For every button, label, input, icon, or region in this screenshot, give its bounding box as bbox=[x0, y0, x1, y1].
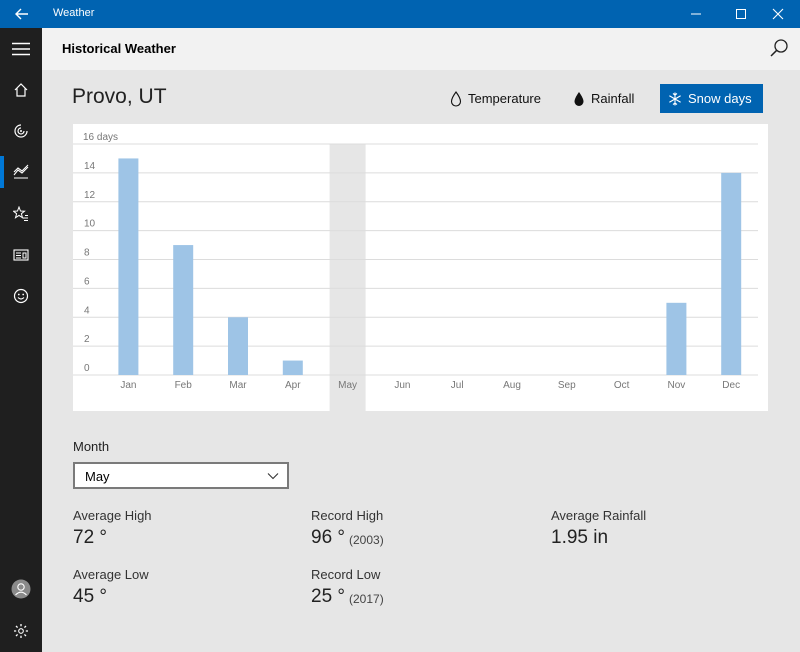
x-tick-label-apr: Apr bbox=[285, 380, 301, 391]
average-high-value: 72 ° bbox=[73, 527, 108, 548]
bar-mar bbox=[228, 317, 248, 375]
snow-days-chart: 16 days 0 2 4 6 8 10 12 14 Jan Feb Mar Apr May Jun Jul A… bbox=[73, 124, 768, 411]
average-low-value: 45 ° bbox=[73, 586, 108, 607]
bar-feb bbox=[173, 245, 194, 375]
average-low-label: Average Low bbox=[73, 567, 149, 582]
nav-account-icon[interactable] bbox=[0, 569, 42, 609]
x-tick-label-nov: Nov bbox=[668, 380, 686, 391]
x-tick-label-jan: Jan bbox=[120, 380, 136, 391]
y-tick-label: 6 bbox=[84, 276, 90, 287]
y-tick-label: 14 bbox=[84, 161, 96, 172]
tab-rainfall-label: Rainfall bbox=[591, 91, 635, 106]
bar-apr bbox=[282, 360, 303, 375]
record-low-year: (2017) bbox=[349, 592, 384, 606]
average-rainfall-label: Average Rainfall bbox=[551, 508, 647, 523]
x-tick-label-sep: Sep bbox=[558, 380, 576, 391]
hamburger-menu-icon[interactable] bbox=[0, 28, 42, 70]
record-high-value: 96 ° bbox=[311, 527, 346, 548]
search-icon[interactable] bbox=[768, 37, 790, 59]
nav-historical-weather-icon[interactable] bbox=[0, 152, 42, 192]
raindrop-icon bbox=[574, 91, 584, 106]
tab-temperature-label: Temperature bbox=[468, 91, 541, 106]
y-axis-max-label: 16 days bbox=[83, 132, 118, 143]
month-label: Month bbox=[73, 439, 110, 454]
average-rainfall-value: 1.95 in bbox=[551, 527, 609, 548]
record-low-label: Record Low bbox=[311, 567, 381, 582]
back-arrow-icon[interactable] bbox=[12, 4, 32, 24]
month-dropdown-value: May bbox=[85, 469, 110, 484]
record-high-label: Record High bbox=[311, 508, 384, 523]
bar-nov bbox=[666, 302, 687, 375]
bar-jan bbox=[118, 158, 139, 375]
x-tick-label-dec: Dec bbox=[722, 380, 740, 391]
nav-favorites-icon[interactable] bbox=[0, 194, 42, 234]
page-title: Historical Weather bbox=[62, 41, 176, 56]
y-tick-label: 12 bbox=[84, 190, 96, 201]
nav-news-icon[interactable] bbox=[0, 235, 42, 275]
nav-maps-icon[interactable] bbox=[0, 111, 42, 151]
maximize-button[interactable] bbox=[718, 0, 763, 28]
nav-settings-icon[interactable] bbox=[0, 611, 42, 651]
record-low-value: 25 ° bbox=[311, 586, 346, 607]
chart-svg: 16 days 0 2 4 6 8 10 12 14 Jan Feb Mar Apr May Jun Jul A… bbox=[73, 124, 768, 411]
x-tick-label-oct: Oct bbox=[614, 380, 630, 391]
x-tick-label-jun: Jun bbox=[394, 380, 410, 391]
tab-rainfall[interactable]: Rainfall bbox=[573, 84, 634, 113]
y-tick-label: 2 bbox=[84, 334, 90, 345]
nav-rail bbox=[0, 28, 42, 652]
minimize-button[interactable] bbox=[673, 0, 718, 28]
chevron-down-icon bbox=[267, 473, 279, 480]
tab-temperature[interactable]: Temperature bbox=[450, 84, 541, 113]
y-tick-label: 10 bbox=[84, 219, 96, 230]
record-high-year: (2003) bbox=[349, 533, 384, 547]
close-button[interactable] bbox=[755, 0, 800, 28]
average-high-label: Average High bbox=[73, 508, 152, 523]
x-tick-label-aug: Aug bbox=[503, 380, 521, 391]
x-tick-label-mar: Mar bbox=[229, 380, 247, 391]
snowflake-icon bbox=[669, 92, 681, 105]
tab-snow-days-label: Snow days bbox=[688, 91, 752, 106]
selected-month-band bbox=[329, 144, 366, 411]
nav-feedback-icon[interactable] bbox=[0, 276, 42, 316]
nav-home-icon[interactable] bbox=[0, 70, 42, 110]
page-header: Historical Weather bbox=[42, 28, 800, 70]
y-tick-label: 0 bbox=[84, 363, 90, 374]
y-tick-label: 4 bbox=[84, 305, 90, 316]
thermometer-drop-icon bbox=[450, 90, 462, 107]
app-title: Weather bbox=[53, 7, 95, 19]
x-tick-label-feb: Feb bbox=[175, 380, 193, 391]
bar-dec bbox=[721, 172, 742, 375]
y-tick-label: 8 bbox=[84, 248, 90, 259]
x-tick-label-jul: Jul bbox=[451, 380, 464, 391]
x-tick-label-may: May bbox=[338, 380, 357, 391]
location-title: Provo, UT bbox=[72, 85, 167, 108]
tab-snow-days[interactable]: Snow days bbox=[660, 84, 763, 113]
title-bar: Weather bbox=[0, 0, 800, 28]
month-dropdown[interactable]: May bbox=[73, 462, 289, 489]
